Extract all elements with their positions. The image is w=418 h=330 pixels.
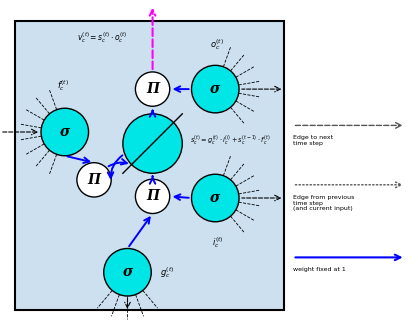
Text: Edge to next
time step: Edge to next time step bbox=[293, 135, 333, 146]
Text: σ: σ bbox=[210, 82, 220, 96]
Text: $v_c^{(t)} = s_c^{(t)} \cdot o_c^{(t)}$: $v_c^{(t)} = s_c^{(t)} \cdot o_c^{(t)}$ bbox=[77, 30, 127, 46]
Ellipse shape bbox=[104, 248, 151, 296]
Text: σ: σ bbox=[122, 265, 133, 279]
Ellipse shape bbox=[41, 108, 89, 156]
Text: $i_c^{(t)}$: $i_c^{(t)}$ bbox=[212, 235, 223, 250]
Text: weight fixed at 1: weight fixed at 1 bbox=[293, 267, 345, 272]
Text: Π: Π bbox=[146, 189, 159, 203]
Ellipse shape bbox=[135, 72, 170, 106]
Ellipse shape bbox=[123, 114, 182, 173]
Text: σ: σ bbox=[60, 125, 70, 139]
Text: $f_c^{(t)}$: $f_c^{(t)}$ bbox=[57, 79, 69, 93]
Ellipse shape bbox=[77, 163, 111, 197]
Ellipse shape bbox=[135, 179, 170, 214]
Text: $o_c^{(t)}$: $o_c^{(t)}$ bbox=[210, 37, 224, 52]
Text: σ: σ bbox=[210, 191, 220, 205]
Text: Π: Π bbox=[146, 82, 159, 96]
Text: Edge from previous
time step
(and current input): Edge from previous time step (and curren… bbox=[293, 195, 354, 211]
Text: $s_c^{(t)} = g_c^{(t)} \cdot i_c^{(i)} + s_c^{(t-1)} \cdot f_c^{(t)}$: $s_c^{(t)} = g_c^{(t)} \cdot i_c^{(i)} +… bbox=[190, 134, 271, 147]
Ellipse shape bbox=[191, 174, 239, 222]
Text: Π: Π bbox=[87, 173, 101, 187]
Ellipse shape bbox=[191, 65, 239, 113]
Text: $g_c^{(t)}$: $g_c^{(t)}$ bbox=[160, 265, 174, 280]
FancyBboxPatch shape bbox=[15, 21, 284, 310]
